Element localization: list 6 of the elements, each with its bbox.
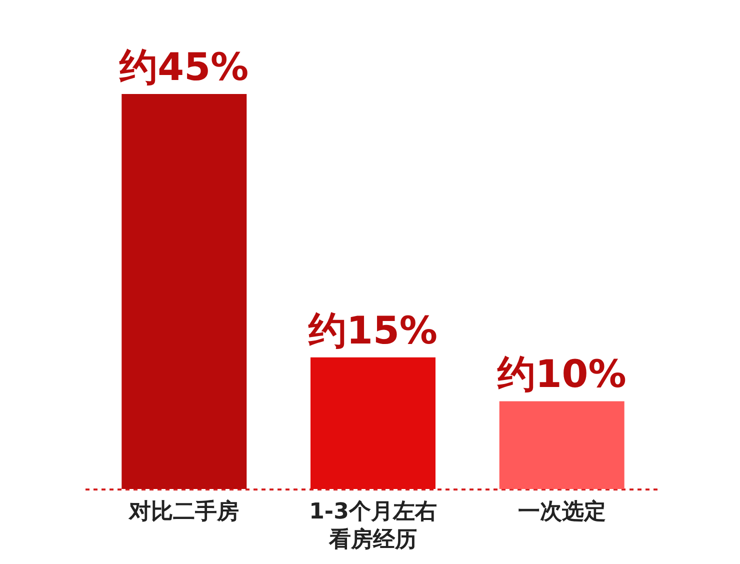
- x-tick-label: 对比二手房: [128, 498, 240, 524]
- data-label: 约10%: [496, 352, 626, 396]
- data-label: 约45%: [118, 45, 249, 89]
- data-label: 约15%: [308, 308, 438, 352]
- x-tick-label: 1-3个月左右看房经历: [309, 500, 437, 552]
- x-tick-label: 一次选定: [518, 498, 606, 524]
